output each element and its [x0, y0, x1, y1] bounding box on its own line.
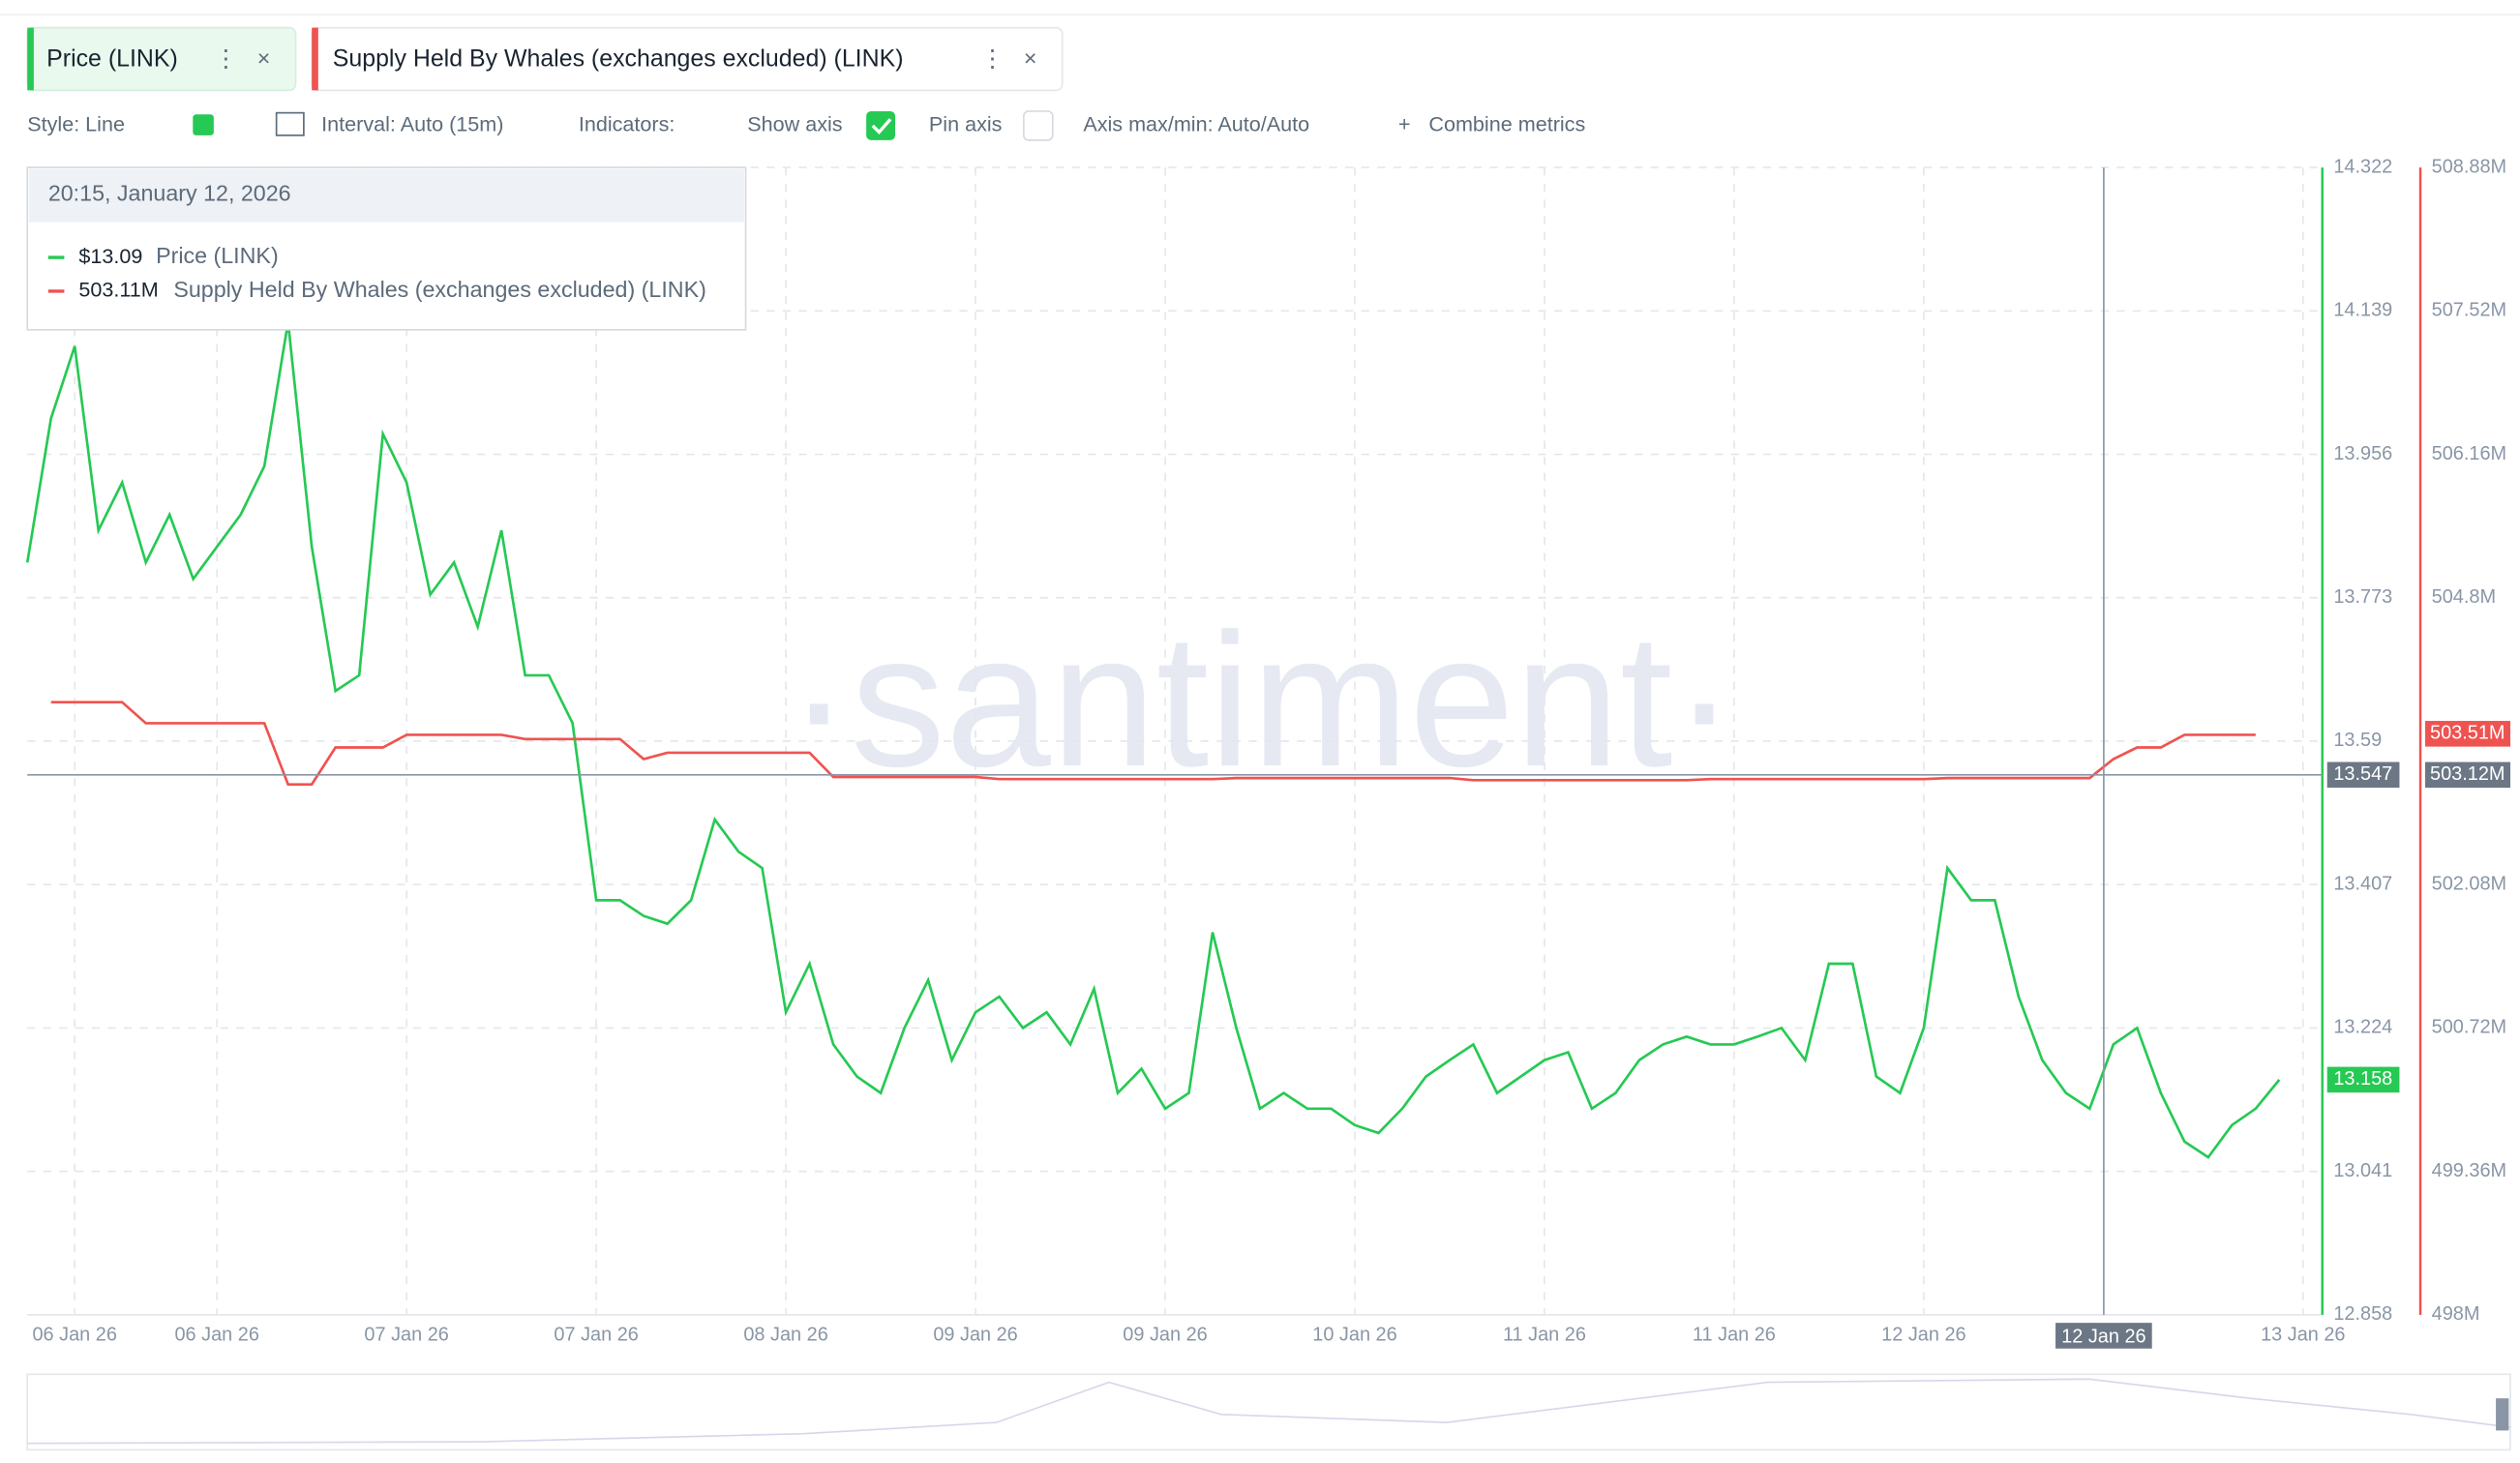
y2-tick-label: 508.88M — [2432, 156, 2506, 177]
tooltip-value: 503.11M — [78, 278, 158, 302]
x-tick-label: 09 Jan 26 — [933, 1325, 1017, 1346]
tab-price[interactable]: Price (LINK) ⋮ × — [26, 26, 297, 92]
color-picker[interactable] — [193, 114, 214, 135]
last-supply-label: 503.51M — [2430, 723, 2505, 744]
x-tick-label: 06 Jan 26 — [32, 1325, 116, 1346]
menu-icon[interactable]: ⋮ — [214, 45, 238, 72]
x-tick-label: 09 Jan 26 — [1123, 1325, 1207, 1346]
y2-tick-label: 498M — [2432, 1303, 2480, 1325]
x-tick-label: 06 Jan 26 — [174, 1325, 258, 1346]
crosshair-supply-label: 503.12M — [2430, 763, 2505, 785]
tooltip-time: 20:15, January 12, 2026 — [48, 180, 291, 205]
y-tick-label: 14.322 — [2333, 156, 2392, 177]
interval-select[interactable]: Interval: Auto (15m) — [321, 112, 503, 136]
pin-axis[interactable]: Pin axis — [929, 112, 1003, 136]
crosshair-x-label: 12 Jan 26 — [2061, 1326, 2145, 1347]
watermark: ·santiment· — [788, 594, 1736, 806]
close-icon[interactable]: × — [257, 45, 271, 71]
tab-label: Supply Held By Whales (exchanges exclude… — [333, 45, 904, 72]
y2-tick-label: 504.8M — [2432, 586, 2496, 608]
y2-tick-label: 499.36M — [2432, 1160, 2506, 1181]
style-select[interactable]: Style: Line — [27, 112, 125, 136]
tab-supply[interactable]: Supply Held By Whales (exchanges exclude… — [311, 26, 1064, 92]
interval-icon — [275, 111, 305, 136]
last-supply-badge — [2425, 721, 2511, 747]
y2-tick-label: 506.16M — [2432, 443, 2506, 464]
indicators-select[interactable]: Indicators: — [579, 112, 675, 136]
y-tick-label: 12.858 — [2333, 1303, 2392, 1325]
menu-icon[interactable]: ⋮ — [980, 45, 1005, 72]
y2-tick-label: 500.72M — [2432, 1017, 2506, 1038]
show-axis[interactable]: Show axis — [747, 112, 843, 136]
last-price-badge — [2326, 1066, 2400, 1093]
x-tick-label: 08 Jan 26 — [743, 1325, 827, 1346]
y2-tick-label: 502.08M — [2432, 873, 2506, 894]
show-axis-checkbox[interactable] — [866, 110, 896, 140]
y-tick-label: 14.139 — [2333, 300, 2392, 321]
y-tick-label: 13.59 — [2333, 730, 2382, 751]
navigator — [26, 1373, 2511, 1451]
navigator-handle[interactable] — [2496, 1398, 2509, 1431]
x-tick-label: 07 Jan 26 — [364, 1325, 448, 1346]
crosshair-price-badge — [2326, 761, 2400, 789]
check-mark — [871, 118, 892, 134]
x-tick-label: 13 Jan 26 — [2261, 1325, 2345, 1346]
crosshair-supply-badge — [2425, 761, 2511, 789]
x-tick-label: 12 Jan 26 — [1881, 1325, 1965, 1346]
toolbar: Style: Line Interval: Auto (15m) Indicat… — [27, 110, 1585, 141]
plus-icon: + — [1398, 112, 1411, 136]
pin-axis-checkbox[interactable] — [1023, 110, 1054, 141]
series-line — [25, 321, 2281, 1159]
crosshair-x-badge — [2055, 1323, 2152, 1349]
y-tick-label: 13.407 — [2333, 873, 2392, 894]
y-tick-label: 13.956 — [2333, 443, 2392, 464]
y-tick-label: 13.041 — [2333, 1160, 2392, 1181]
crosshair-price-label: 13.547 — [2333, 763, 2392, 785]
y2-tick-label: 507.52M — [2432, 300, 2506, 321]
tooltip-series: Supply Held By Whales (exchanges exclude… — [173, 277, 706, 302]
x-tick-label: 11 Jan 26 — [1503, 1325, 1586, 1346]
plot: 12.858 13.041 13.224 13.407 13.59 13.773 13.95… — [25, 156, 2511, 1349]
tab-label: Price (LINK) — [46, 45, 178, 72]
tooltip-value: $13.09 — [78, 244, 142, 268]
series-line — [50, 701, 2256, 786]
y-tick-label: 13.224 — [2333, 1017, 2392, 1038]
tooltip-series: Price (LINK) — [156, 243, 279, 268]
tooltip: 20:15, January 12, 2026 $13.09 Price (LI… — [26, 166, 747, 331]
last-price-label: 13.158 — [2333, 1068, 2392, 1090]
y-tick-label: 13.773 — [2333, 586, 2392, 608]
combine-metrics[interactable]: Combine metrics — [1428, 112, 1585, 136]
x-tick-label: 11 Jan 26 — [1693, 1325, 1776, 1346]
axis-maxmin-select[interactable]: Axis max/min: Auto/Auto — [1083, 112, 1309, 136]
x-tick-label: 10 Jan 26 — [1312, 1325, 1396, 1346]
navigator-line — [27, 1378, 2511, 1445]
close-icon[interactable]: × — [1024, 45, 1037, 71]
x-tick-label: 07 Jan 26 — [554, 1325, 638, 1346]
